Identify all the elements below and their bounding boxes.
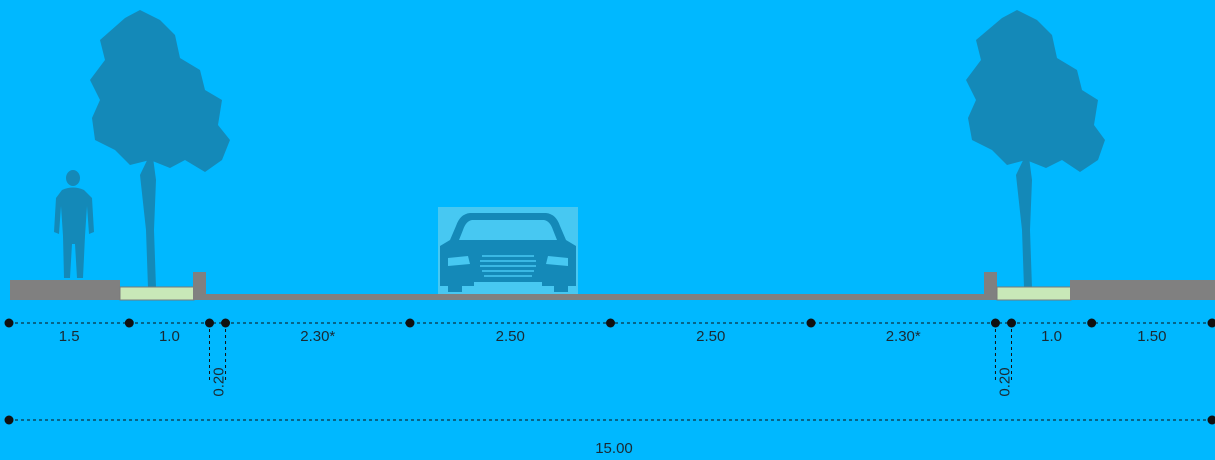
segment-dimensions: 1.5 1.0 2.30* 2.50 2.50 2.30* 1.0 1.50 [4, 318, 1215, 345]
total-label: 15.00 [595, 440, 633, 457]
total-dimension: 15.00 [4, 415, 1215, 457]
curb-label: 0.20 [996, 367, 1013, 396]
segment-label: 2.50 [696, 328, 725, 345]
curb-dimensions: 0.20 0.20 [209, 323, 1013, 397]
car-icon [438, 207, 578, 294]
segment-label: 1.5 [59, 328, 80, 345]
dimension-node [1207, 415, 1215, 425]
dimension-node [1207, 318, 1215, 328]
left-curb [193, 272, 206, 300]
segment-label: 2.30* [300, 328, 335, 345]
dimension-node [806, 318, 816, 328]
segment-label: 1.0 [159, 328, 180, 345]
roadway [206, 294, 984, 300]
right-sidewalk [1070, 280, 1215, 300]
tree-icon [90, 10, 230, 288]
dimension-node [405, 318, 415, 328]
dimension-node [1087, 318, 1097, 328]
segment-label: 2.50 [496, 328, 525, 345]
dimension-node [4, 318, 14, 328]
dimension-node [606, 318, 615, 328]
left-planting-strip [119, 286, 195, 301]
person-icon [54, 170, 94, 278]
right-planting-strip [996, 286, 1072, 301]
segment-label: 1.50 [1137, 328, 1166, 345]
segment-label: 1.0 [1041, 328, 1062, 345]
segment-label: 2.30* [886, 328, 921, 345]
tree-icon [966, 10, 1105, 288]
dimension-node [4, 415, 14, 425]
right-curb [984, 272, 997, 300]
dimension-node [124, 318, 134, 328]
left-sidewalk [10, 280, 120, 300]
curb-label: 0.20 [211, 367, 228, 396]
